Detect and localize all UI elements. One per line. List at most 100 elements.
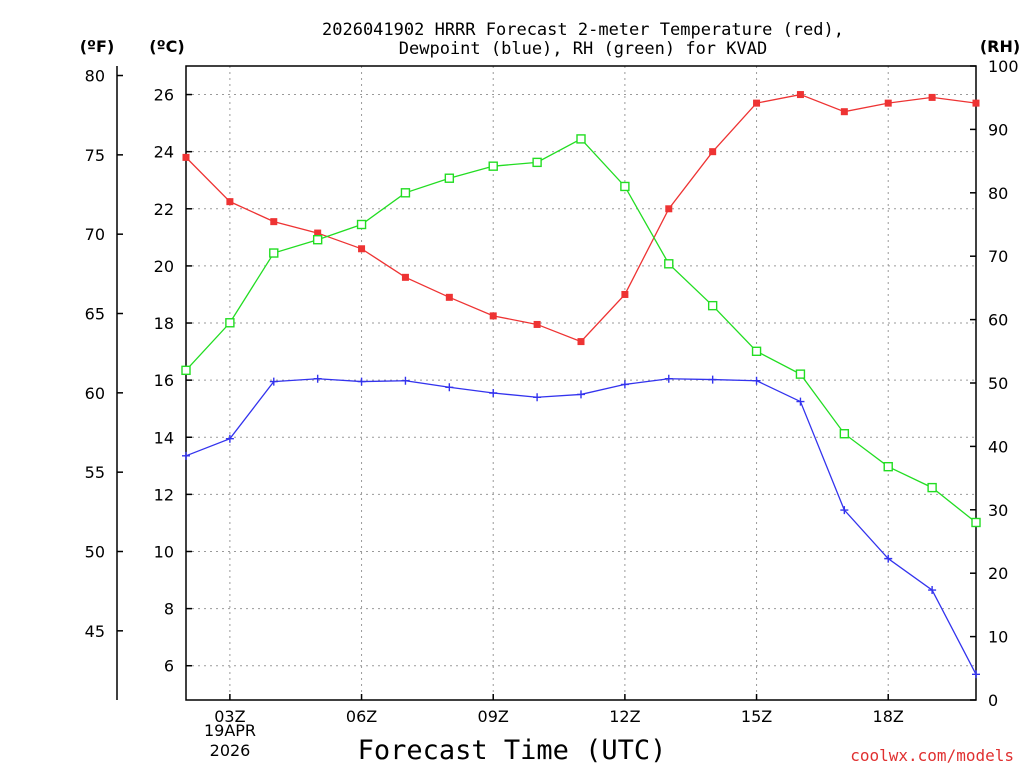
fahrenheit-tick-label: 65 (85, 305, 105, 324)
dewpoint-point (401, 376, 410, 385)
x-tick-label: 12Z (609, 707, 640, 726)
rh-point (839, 429, 850, 439)
x-tick-label: 15Z (741, 707, 772, 726)
series-layer (181, 91, 981, 679)
rh-tick-label: 80 (988, 184, 1008, 203)
dewpoint-point (884, 554, 893, 563)
rh-tick-label: 0 (988, 691, 998, 710)
fahrenheit-unit-label: (ºF) (80, 37, 115, 56)
rh-point (269, 248, 279, 258)
fahrenheit-tick-label: 60 (85, 384, 105, 403)
plot-frame (185, 65, 977, 701)
rh-tick-label: 70 (988, 247, 1008, 266)
rh-point (488, 161, 498, 171)
rh-point (927, 482, 937, 493)
rh-point (795, 369, 806, 379)
celsius-tick-label: 12 (154, 485, 174, 504)
temperature-point (270, 218, 278, 226)
celsius-tick-label: 20 (154, 257, 174, 276)
temperature-point (489, 312, 497, 320)
rh-point (971, 517, 981, 528)
rh-tick-label: 100 (988, 57, 1019, 76)
fahrenheit-tick-label: 55 (85, 463, 105, 482)
celsius-tick-label: 18 (154, 314, 174, 333)
rh-point (751, 346, 762, 356)
temperature-point (709, 148, 717, 156)
dewpoint-point (708, 375, 717, 384)
celsius-tick-label: 6 (164, 657, 174, 676)
x-tick-label: 18Z (873, 707, 904, 726)
celsius-tick-label: 22 (154, 200, 174, 219)
x-tick-label: 03Z (214, 707, 245, 726)
celsius-tick-label: 16 (154, 371, 174, 390)
temperature-point (314, 229, 322, 237)
temperature-point (972, 99, 980, 107)
rh-point (400, 188, 411, 198)
dewpoint-point (313, 374, 322, 383)
rh-point (883, 461, 893, 472)
celsius-tick-label: 24 (154, 143, 174, 162)
rh-point (620, 181, 630, 192)
dewpoint-point (752, 376, 761, 385)
celsius-tick-label: 8 (164, 600, 174, 619)
dewpoint-point (489, 388, 498, 397)
temperature-point (358, 245, 366, 253)
rh-tick-label: 90 (988, 120, 1008, 139)
dewpoint-point (445, 383, 454, 392)
dewpoint-point (972, 670, 980, 679)
dewpoint-point (796, 397, 805, 406)
temperature-point (621, 290, 629, 298)
temperature-point (401, 273, 409, 281)
dewpoint-point (928, 586, 937, 595)
temperature-point (840, 108, 848, 116)
rh-point (576, 134, 586, 144)
dewpoint-point (357, 377, 366, 386)
celsius-tick-label: 10 (154, 542, 174, 561)
temperature-point (753, 99, 761, 107)
rh-point (532, 157, 542, 168)
fahrenheit-tick-label: 50 (85, 542, 105, 561)
rh-point (225, 318, 235, 328)
celsius-tick-label: 14 (154, 428, 174, 447)
rh-point (444, 173, 455, 183)
rh-point (664, 259, 674, 269)
temperature-point (182, 153, 190, 161)
dewpoint-point (620, 380, 629, 389)
dewpoint-point (269, 377, 278, 386)
temperature-point (226, 198, 234, 206)
rh-tick-label: 40 (988, 437, 1008, 456)
temperature-point (533, 320, 541, 328)
rh-tick-label: 60 (988, 311, 1008, 330)
dewpoint-point (664, 374, 673, 383)
dewpoint-point (840, 506, 849, 515)
fahrenheit-tick-label: 45 (85, 622, 105, 641)
gridlines (186, 66, 976, 700)
temperature-point (445, 293, 453, 301)
temperature-line (185, 93, 977, 343)
fahrenheit-tick-label: 70 (85, 225, 105, 244)
rh-tick-label: 50 (988, 374, 1008, 393)
date-label-year: 2026 (210, 741, 251, 760)
chart-title-line1: 2026041902 HRRR Forecast 2-meter Tempera… (322, 20, 844, 40)
rh-point (181, 365, 191, 376)
axes: 45 50 55 60 65 70 75 80 6 8 10 12 14 16 18 20 22 24 26 0 10 2… (85, 57, 1019, 726)
chart-title-line2: Dewpoint (blue), RH (green) for KVAD (399, 39, 767, 59)
x-axis-title: Forecast Time (UTC) (358, 735, 667, 766)
temperature-point (928, 93, 936, 101)
rh-tick-label: 20 (988, 564, 1008, 583)
temperature-point (884, 99, 892, 107)
rh-point (707, 300, 718, 311)
dewpoint-point (533, 393, 542, 402)
celsius-tick-label: 26 (154, 86, 174, 105)
rh-point (312, 235, 323, 245)
fahrenheit-tick-label: 75 (85, 146, 105, 165)
celsius-unit-label: (ºC) (149, 37, 184, 56)
rh-line (185, 138, 977, 523)
credit-text: coolwx.com/models (850, 746, 1014, 765)
x-tick-label: 09Z (478, 707, 509, 726)
fahrenheit-tick-label: 80 (85, 67, 105, 86)
rh-tick-label: 10 (988, 628, 1008, 647)
dewpoint-point (577, 390, 585, 399)
temperature-point (796, 91, 804, 99)
